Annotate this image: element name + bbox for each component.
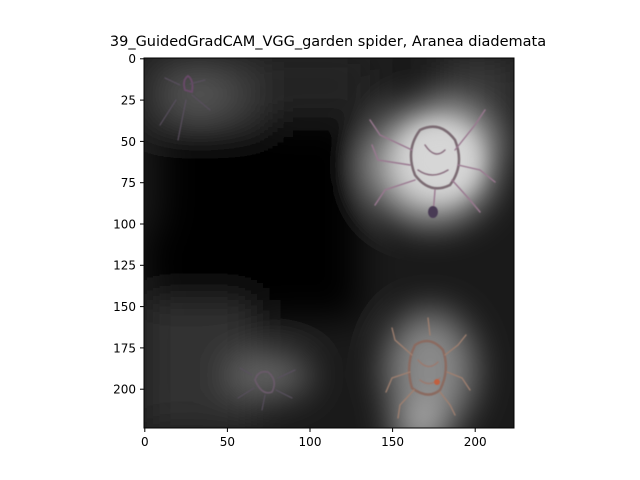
y-tick-label: 0 — [128, 52, 136, 66]
x-axis — [144, 428, 476, 432]
y-tick-label: 125 — [113, 259, 136, 273]
spider-detail-bottom-right — [385, 317, 471, 419]
figure-title: 39_GuidedGradCAM_VGG_garden spider, Aran… — [109, 34, 547, 50]
axes-frame — [143, 57, 515, 429]
x-tick-label: 150 — [381, 435, 404, 449]
y-axis — [140, 58, 144, 390]
y-tick-label: 200 — [113, 383, 136, 397]
y-tick-label: 100 — [113, 217, 136, 231]
x-tick-label: 200 — [464, 435, 487, 449]
x-tick-label: 50 — [220, 435, 235, 449]
spider-detail-top-left — [159, 74, 211, 141]
x-tick-labels: 0 50 100 150 200 — [141, 435, 487, 449]
y-tick-labels: 0 25 50 75 100 125 150 175 200 — [113, 52, 136, 397]
y-tick-label: 150 — [113, 300, 136, 314]
y-tick-label: 175 — [113, 341, 136, 355]
y-tick-label: 50 — [121, 135, 136, 149]
y-tick-label: 25 — [121, 94, 136, 108]
x-tick-label: 0 — [141, 435, 149, 449]
y-tick-label: 75 — [121, 176, 136, 190]
saliency-image — [144, 58, 514, 428]
x-tick-label: 100 — [299, 435, 322, 449]
spider-detail-bottom-left — [237, 367, 296, 411]
spider-detail-top-right — [369, 109, 496, 218]
